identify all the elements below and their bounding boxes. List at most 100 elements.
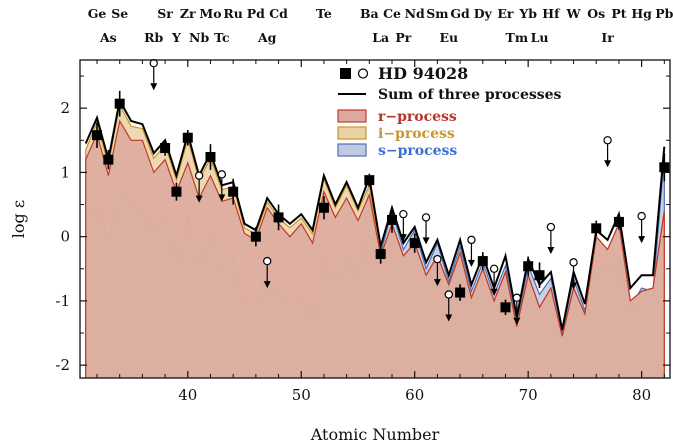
process-areas <box>85 103 665 378</box>
x-tick-label: 50 <box>292 386 311 404</box>
x-tick-label: 40 <box>178 386 197 404</box>
element-label: Sr <box>157 6 173 21</box>
y-axis-title: log ε <box>9 200 28 238</box>
x-tick-label: 70 <box>519 386 538 404</box>
detection-point <box>591 223 602 234</box>
upper-limit-point <box>569 258 578 267</box>
element-label: Ag <box>257 30 277 45</box>
upper-limit-arrow-head <box>570 282 578 290</box>
detection-point <box>171 186 182 197</box>
detection-point <box>364 175 375 186</box>
upper-limit-point <box>149 59 158 68</box>
detection-point <box>534 270 545 281</box>
upper-limit-arrow-head <box>195 195 203 203</box>
detection-point <box>103 154 114 165</box>
upper-limit-arrow-head <box>218 194 226 202</box>
upper-limit-point <box>263 256 272 266</box>
element-label: Ge <box>88 6 107 21</box>
legend-title: HD 94028 <box>378 64 468 83</box>
legend-upper-limit-marker <box>357 68 369 79</box>
upper-limit-point <box>194 171 204 180</box>
legend-detection-marker <box>340 68 351 79</box>
element-labels: Ge Se Sr Zr Mo Ru Pd Cd Te Ba Ce Nd Sm Gd Dy Er Yb Hf W Os P… <box>88 6 673 45</box>
element-label: Os <box>587 6 605 21</box>
detection-point <box>500 302 511 313</box>
legend-sum-label: Sum of three processes <box>378 87 562 103</box>
observed-points <box>92 59 670 325</box>
element-label: Pb <box>655 6 673 21</box>
element-label: Zr <box>180 6 196 21</box>
legend-swatch <box>337 143 367 157</box>
x-tick-label: 60 <box>405 386 424 404</box>
sum-line-group <box>84 97 666 330</box>
element-label: Er <box>497 6 514 21</box>
upper-limit-arrow-head <box>150 83 158 91</box>
legend: HD 94028 Sum of three processes r−processi… <box>337 64 562 159</box>
element-label: Ce <box>383 6 401 21</box>
element-label: Nd <box>405 6 425 21</box>
legend-label: r−process <box>378 109 457 125</box>
element-label: Tc <box>214 30 230 45</box>
detection-point <box>92 130 103 141</box>
detection-point <box>613 216 624 227</box>
upper-limit-point <box>444 290 453 299</box>
upper-limit-arrow-head <box>547 247 555 255</box>
upper-limit-point <box>421 213 431 222</box>
detection-point <box>523 261 534 272</box>
upper-limit-point <box>433 254 442 264</box>
upper-limit-point <box>217 170 227 179</box>
sum-line <box>84 97 666 330</box>
detection-point <box>273 212 284 223</box>
element-label: Ir <box>601 30 614 45</box>
element-label: Te <box>316 6 332 21</box>
upper-limit-arrow-head <box>445 314 453 322</box>
element-label: Eu <box>439 30 458 45</box>
element-label: Cd <box>269 6 288 21</box>
element-label: Nb <box>189 30 209 45</box>
element-label: Mo <box>199 6 221 21</box>
element-label: Lu <box>531 30 549 45</box>
detection-point <box>114 98 125 109</box>
element-label: W <box>566 6 582 21</box>
upper-limit-point <box>399 209 408 219</box>
element-label: Se <box>111 6 128 21</box>
element-label: Hf <box>542 6 561 21</box>
detection-point <box>205 152 216 163</box>
detection-point <box>477 256 488 267</box>
element-label: Ba <box>360 6 379 21</box>
detection-point <box>375 249 386 260</box>
upper-limit-arrow-head <box>263 281 271 289</box>
detection-point <box>250 231 261 242</box>
element-label: Dy <box>474 6 493 21</box>
detection-point <box>228 186 239 197</box>
element-label: Ru <box>223 6 242 21</box>
detection-point <box>659 162 670 173</box>
x-tick-label: 80 <box>632 386 651 404</box>
element-label: Y <box>171 30 182 45</box>
upper-limit-arrow-head <box>399 234 407 242</box>
element-label: Sm <box>426 6 448 21</box>
legend-label: s−process <box>378 143 457 159</box>
plot-frame <box>79 59 671 379</box>
upper-limit-point <box>637 211 646 221</box>
upper-limit-arrow-head <box>422 237 430 245</box>
legend-swatch <box>337 126 367 140</box>
element-label: As <box>99 30 117 45</box>
detection-point <box>387 214 398 225</box>
y-tick-label: -1 <box>55 292 70 310</box>
legend-swatch <box>337 109 367 123</box>
element-label: Tm <box>506 30 529 45</box>
upper-limit-point <box>546 222 556 232</box>
y-tick-label: 1 <box>60 163 70 181</box>
detection-point <box>455 287 466 298</box>
element-label: Pd <box>247 6 265 21</box>
element-label: Yb <box>518 6 537 21</box>
detection-point <box>409 238 420 249</box>
y-tick-label: 2 <box>60 99 70 117</box>
element-label: Pt <box>611 6 626 21</box>
element-label: La <box>372 30 389 45</box>
detection-point <box>160 143 171 154</box>
area-r-process <box>85 119 665 378</box>
legend-label: i−process <box>378 126 455 142</box>
